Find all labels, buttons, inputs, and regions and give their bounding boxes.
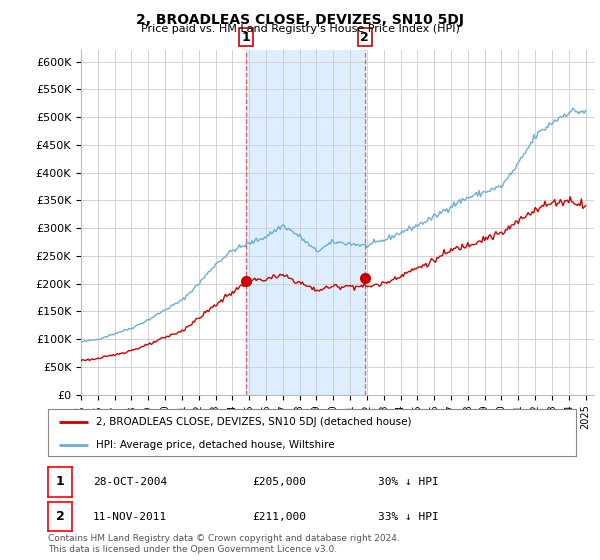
Text: Contains HM Land Registry data © Crown copyright and database right 2024.
This d: Contains HM Land Registry data © Crown c… <box>48 534 400 554</box>
Text: 1: 1 <box>56 475 64 488</box>
Text: HPI: Average price, detached house, Wiltshire: HPI: Average price, detached house, Wilt… <box>95 440 334 450</box>
Text: 2: 2 <box>56 510 64 523</box>
Text: 2, BROADLEAS CLOSE, DEVIZES, SN10 5DJ (detached house): 2, BROADLEAS CLOSE, DEVIZES, SN10 5DJ (d… <box>95 417 411 427</box>
Text: £211,000: £211,000 <box>252 512 306 522</box>
Text: £205,000: £205,000 <box>252 477 306 487</box>
Text: 33% ↓ HPI: 33% ↓ HPI <box>378 512 439 522</box>
Bar <box>247 50 365 395</box>
Text: 2, BROADLEAS CLOSE, DEVIZES, SN10 5DJ: 2, BROADLEAS CLOSE, DEVIZES, SN10 5DJ <box>136 13 464 27</box>
Text: 30% ↓ HPI: 30% ↓ HPI <box>378 477 439 487</box>
Text: 11-NOV-2011: 11-NOV-2011 <box>93 512 167 522</box>
Text: Price paid vs. HM Land Registry's House Price Index (HPI): Price paid vs. HM Land Registry's House … <box>140 24 460 34</box>
Text: 1: 1 <box>242 30 251 44</box>
Text: 28-OCT-2004: 28-OCT-2004 <box>93 477 167 487</box>
Text: 2: 2 <box>361 30 369 44</box>
